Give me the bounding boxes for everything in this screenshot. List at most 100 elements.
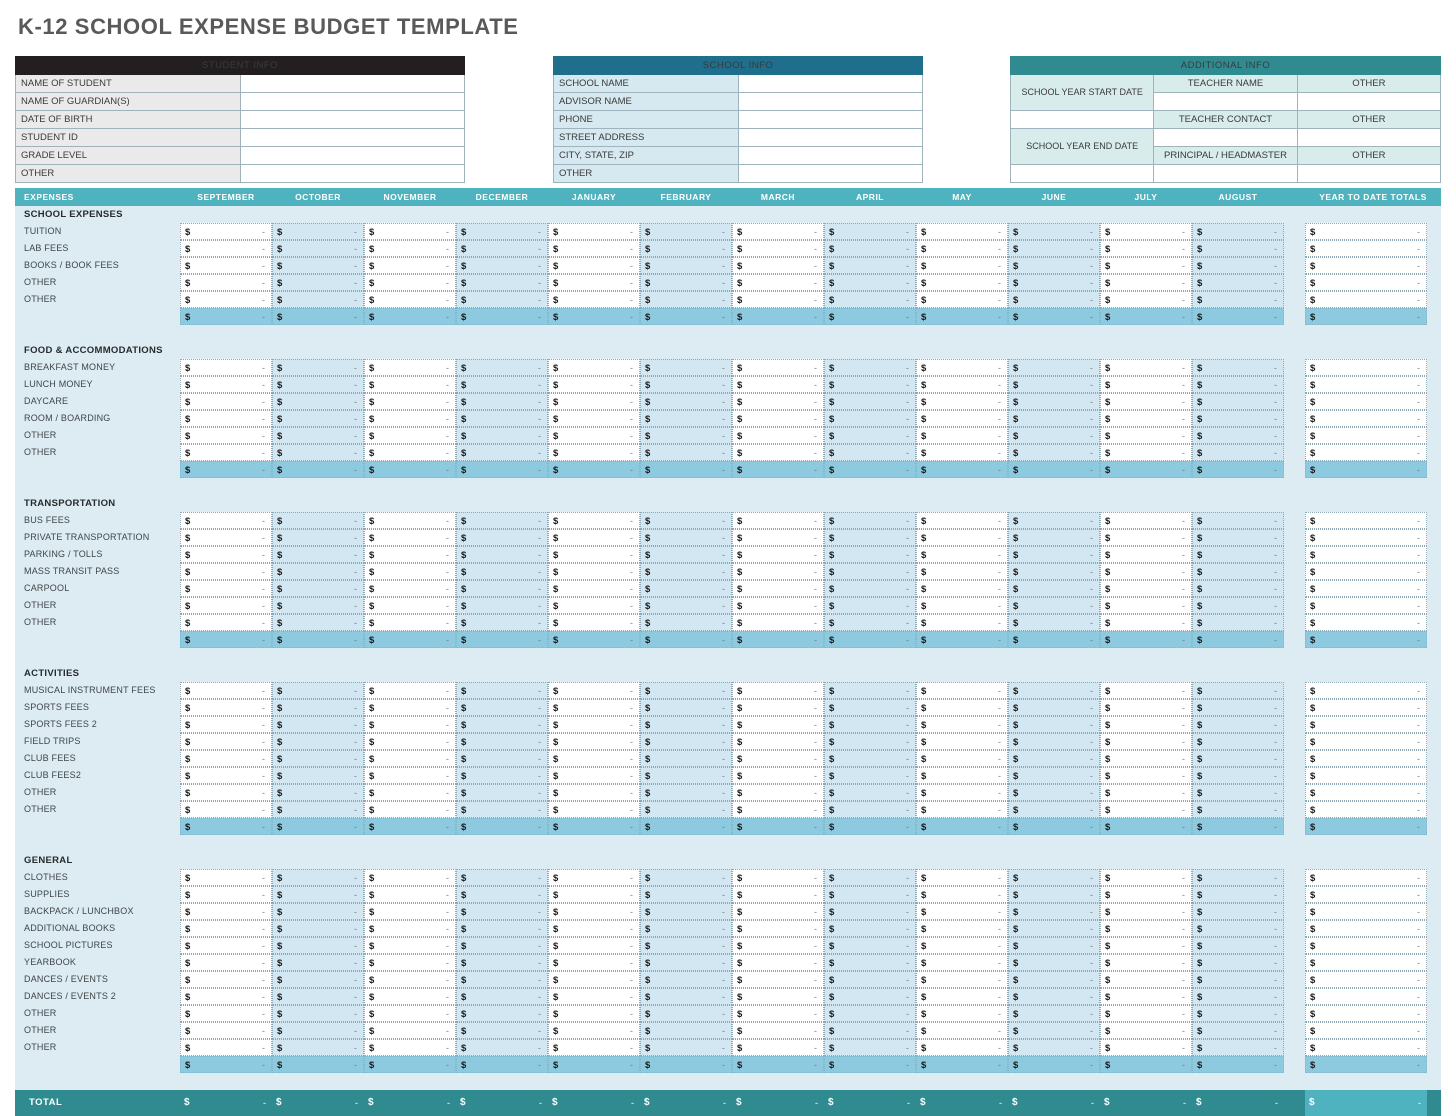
- expense-amount-cell[interactable]: $ -: [916, 291, 1008, 308]
- expense-amount-cell[interactable]: $ -: [824, 767, 916, 784]
- expense-ytd-cell[interactable]: $ -: [1305, 1022, 1427, 1039]
- expense-ytd-cell[interactable]: $ -: [1305, 580, 1427, 597]
- expense-amount-cell[interactable]: $ -: [1192, 954, 1284, 971]
- expense-amount-cell[interactable]: $ -: [548, 988, 640, 1005]
- expense-amount-cell[interactable]: $ -: [548, 444, 640, 461]
- expense-amount-cell[interactable]: $ -: [180, 359, 272, 376]
- expense-ytd-cell[interactable]: $ -: [1305, 512, 1427, 529]
- expense-amount-cell[interactable]: $ -: [916, 750, 1008, 767]
- expense-amount-cell[interactable]: $ -: [1008, 1039, 1100, 1056]
- expense-amount-cell[interactable]: $ -: [180, 291, 272, 308]
- expense-amount-cell[interactable]: $ -: [916, 529, 1008, 546]
- expense-amount-cell[interactable]: $ -: [1100, 716, 1192, 733]
- expense-amount-cell[interactable]: $ -: [1008, 512, 1100, 529]
- expense-amount-cell[interactable]: $ -: [364, 1005, 456, 1022]
- school-year-end-date-input[interactable]: [1009, 164, 1155, 183]
- expense-amount-cell[interactable]: $ -: [1192, 869, 1284, 886]
- expense-ytd-cell[interactable]: $ -: [1305, 410, 1427, 427]
- expense-amount-cell[interactable]: $ -: [180, 699, 272, 716]
- expense-amount-cell[interactable]: $ -: [824, 750, 916, 767]
- expense-amount-cell[interactable]: $ -: [364, 1039, 456, 1056]
- expense-amount-cell[interactable]: $ -: [364, 359, 456, 376]
- expense-amount-cell[interactable]: $ -: [1100, 1022, 1192, 1039]
- expense-amount-cell[interactable]: $ -: [180, 920, 272, 937]
- expense-amount-cell[interactable]: $ -: [1100, 801, 1192, 818]
- principal-headmaster-other-input[interactable]: [1296, 164, 1442, 183]
- expense-ytd-cell[interactable]: $ -: [1305, 682, 1427, 699]
- expense-amount-cell[interactable]: $ -: [824, 971, 916, 988]
- expense-amount-cell[interactable]: $ -: [456, 240, 548, 257]
- expense-amount-cell[interactable]: $ -: [824, 291, 916, 308]
- expense-amount-cell[interactable]: $ -: [180, 716, 272, 733]
- expense-amount-cell[interactable]: $ -: [824, 274, 916, 291]
- expense-amount-cell[interactable]: $ -: [732, 597, 824, 614]
- expense-amount-cell[interactable]: $ -: [640, 580, 732, 597]
- guardian-name-input[interactable]: [239, 92, 465, 111]
- expense-amount-cell[interactable]: $ -: [1008, 359, 1100, 376]
- expense-ytd-cell[interactable]: $ -: [1305, 376, 1427, 393]
- expense-amount-cell[interactable]: $ -: [916, 733, 1008, 750]
- expense-ytd-cell[interactable]: $ -: [1305, 427, 1427, 444]
- expense-amount-cell[interactable]: $ -: [272, 937, 364, 954]
- expense-amount-cell[interactable]: $ -: [1008, 716, 1100, 733]
- expense-amount-cell[interactable]: $ -: [732, 580, 824, 597]
- expense-amount-cell[interactable]: $ -: [180, 971, 272, 988]
- expense-amount-cell[interactable]: $ -: [364, 716, 456, 733]
- expense-amount-cell[interactable]: $ -: [456, 988, 548, 1005]
- expense-amount-cell[interactable]: $ -: [640, 767, 732, 784]
- expense-ytd-cell[interactable]: $ -: [1305, 274, 1427, 291]
- expense-amount-cell[interactable]: $ -: [364, 597, 456, 614]
- expense-amount-cell[interactable]: $ -: [456, 512, 548, 529]
- expense-amount-cell[interactable]: $ -: [824, 869, 916, 886]
- expense-amount-cell[interactable]: $ -: [364, 1022, 456, 1039]
- expense-amount-cell[interactable]: $ -: [180, 954, 272, 971]
- expense-amount-cell[interactable]: $ -: [916, 393, 1008, 410]
- expense-amount-cell[interactable]: $ -: [1192, 393, 1284, 410]
- expense-amount-cell[interactable]: $ -: [1100, 767, 1192, 784]
- expense-ytd-cell[interactable]: $ -: [1305, 223, 1427, 240]
- expense-amount-cell[interactable]: $ -: [732, 529, 824, 546]
- expense-amount-cell[interactable]: $ -: [1192, 988, 1284, 1005]
- expense-amount-cell[interactable]: $ -: [732, 223, 824, 240]
- expense-amount-cell[interactable]: $ -: [272, 546, 364, 563]
- expense-amount-cell[interactable]: $ -: [456, 563, 548, 580]
- expense-amount-cell[interactable]: $ -: [824, 563, 916, 580]
- expense-amount-cell[interactable]: $ -: [1100, 223, 1192, 240]
- expense-amount-cell[interactable]: $ -: [272, 376, 364, 393]
- expense-amount-cell[interactable]: $ -: [824, 410, 916, 427]
- expense-amount-cell[interactable]: $ -: [1192, 512, 1284, 529]
- expense-amount-cell[interactable]: $ -: [1192, 410, 1284, 427]
- expense-amount-cell[interactable]: $ -: [272, 1039, 364, 1056]
- expense-amount-cell[interactable]: $ -: [824, 1022, 916, 1039]
- expense-amount-cell[interactable]: $ -: [364, 988, 456, 1005]
- expense-amount-cell[interactable]: $ -: [1100, 546, 1192, 563]
- expense-amount-cell[interactable]: $ -: [364, 886, 456, 903]
- expense-amount-cell[interactable]: $ -: [732, 937, 824, 954]
- expense-amount-cell[interactable]: $ -: [732, 512, 824, 529]
- expense-amount-cell[interactable]: $ -: [1100, 937, 1192, 954]
- expense-amount-cell[interactable]: $ -: [916, 427, 1008, 444]
- expense-amount-cell[interactable]: $ -: [732, 546, 824, 563]
- expense-amount-cell[interactable]: $ -: [456, 359, 548, 376]
- expense-amount-cell[interactable]: $ -: [364, 274, 456, 291]
- student-name-input[interactable]: [239, 74, 465, 93]
- expense-amount-cell[interactable]: $ -: [364, 563, 456, 580]
- expense-amount-cell[interactable]: $ -: [1192, 546, 1284, 563]
- expense-amount-cell[interactable]: $ -: [1192, 223, 1284, 240]
- expense-amount-cell[interactable]: $ -: [548, 376, 640, 393]
- expense-amount-cell[interactable]: $ -: [548, 546, 640, 563]
- expense-amount-cell[interactable]: $ -: [272, 291, 364, 308]
- expense-amount-cell[interactable]: $ -: [1192, 1005, 1284, 1022]
- expense-amount-cell[interactable]: $ -: [1192, 801, 1284, 818]
- expense-amount-cell[interactable]: $ -: [824, 784, 916, 801]
- expense-amount-cell[interactable]: $ -: [1008, 699, 1100, 716]
- expense-amount-cell[interactable]: $ -: [364, 971, 456, 988]
- expense-amount-cell[interactable]: $ -: [180, 223, 272, 240]
- expense-amount-cell[interactable]: $ -: [1192, 903, 1284, 920]
- expense-amount-cell[interactable]: $ -: [272, 444, 364, 461]
- expense-amount-cell[interactable]: $ -: [180, 1039, 272, 1056]
- expense-amount-cell[interactable]: $ -: [916, 886, 1008, 903]
- expense-amount-cell[interactable]: $ -: [640, 886, 732, 903]
- expense-amount-cell[interactable]: $ -: [824, 903, 916, 920]
- expense-amount-cell[interactable]: $ -: [1100, 580, 1192, 597]
